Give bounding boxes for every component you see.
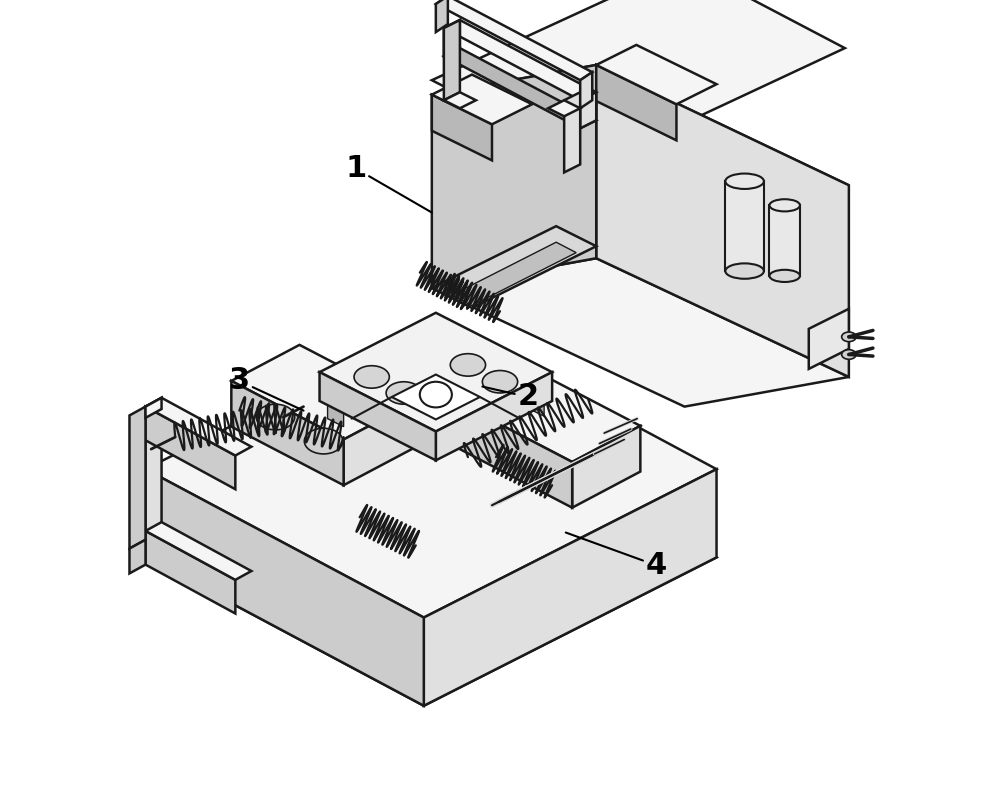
Polygon shape [129,540,146,573]
Ellipse shape [482,371,518,393]
Ellipse shape [385,340,423,366]
Ellipse shape [769,269,800,282]
Polygon shape [146,321,717,618]
Polygon shape [580,72,592,108]
Polygon shape [432,75,532,124]
Polygon shape [432,258,849,407]
Polygon shape [436,0,448,32]
Polygon shape [146,522,251,580]
Polygon shape [320,372,436,460]
Polygon shape [444,20,460,56]
Polygon shape [444,92,476,108]
Polygon shape [548,100,580,116]
Polygon shape [146,398,162,540]
Polygon shape [231,345,412,439]
Polygon shape [432,95,492,160]
Polygon shape [432,65,849,215]
Ellipse shape [386,382,421,404]
Polygon shape [436,372,552,460]
Text: 2: 2 [482,383,539,411]
Polygon shape [146,469,424,706]
Polygon shape [392,375,480,419]
Polygon shape [452,242,576,306]
Polygon shape [432,0,845,164]
Polygon shape [436,0,592,80]
Ellipse shape [725,173,764,189]
Polygon shape [580,92,596,128]
Polygon shape [596,45,717,104]
Polygon shape [809,309,849,369]
Polygon shape [564,92,580,172]
Polygon shape [596,65,849,377]
Polygon shape [424,469,717,706]
Polygon shape [146,409,717,706]
Polygon shape [460,367,640,462]
Polygon shape [146,398,251,456]
Ellipse shape [769,199,800,212]
Polygon shape [725,181,764,271]
Polygon shape [146,407,235,489]
Ellipse shape [450,354,486,376]
Text: 4: 4 [566,533,667,580]
Polygon shape [432,65,596,288]
Ellipse shape [256,404,295,430]
Polygon shape [528,387,544,416]
Text: 3: 3 [229,367,304,411]
Ellipse shape [433,364,471,390]
Polygon shape [328,397,344,427]
Ellipse shape [725,263,764,279]
Polygon shape [444,48,596,128]
Polygon shape [444,20,596,100]
Polygon shape [129,407,146,549]
Polygon shape [320,313,552,431]
Ellipse shape [354,366,389,388]
Text: 1: 1 [345,154,432,213]
Ellipse shape [842,350,856,359]
Polygon shape [460,403,572,508]
Polygon shape [444,20,460,100]
Polygon shape [146,398,162,418]
Ellipse shape [842,332,856,342]
Polygon shape [146,531,235,614]
Polygon shape [231,381,344,485]
Ellipse shape [304,428,343,454]
Polygon shape [344,403,412,485]
Polygon shape [572,426,640,508]
Polygon shape [432,226,596,308]
Polygon shape [769,205,800,276]
Polygon shape [596,65,676,140]
